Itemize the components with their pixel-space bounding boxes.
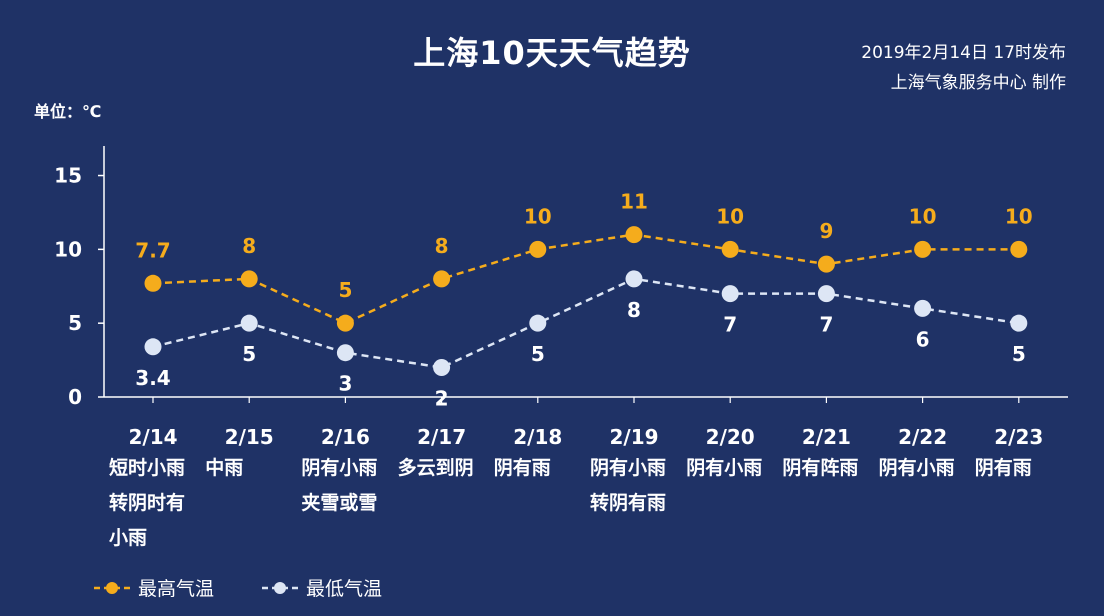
legend-item-low: 最低气温 <box>260 574 382 601</box>
data-label-high: 9 <box>819 219 833 243</box>
data-point-low <box>1010 314 1028 332</box>
data-label-low: 2 <box>435 386 449 410</box>
legend-high-label: 最高气温 <box>138 578 215 600</box>
x-tick-label-weather: 阴有雨 <box>494 456 551 479</box>
x-tick-label-weather: 阴有小雨 <box>590 456 666 479</box>
data-label-high: 10 <box>716 204 744 228</box>
data-point-low <box>625 270 643 288</box>
x-tick-label-weather: 转阴有雨 <box>590 491 666 514</box>
data-label-low: 6 <box>916 327 930 351</box>
data-point-high <box>240 270 258 288</box>
data-label-low: 3 <box>338 372 352 396</box>
data-point-high <box>433 270 451 288</box>
data-point-high <box>1010 240 1028 258</box>
x-tick-label-date: 2/19 <box>609 425 658 449</box>
x-tick-label-date: 2/17 <box>417 425 466 449</box>
data-point-high <box>721 240 739 258</box>
x-tick-label-date: 2/16 <box>321 425 370 449</box>
x-tick-label-weather: 阴有小雨 <box>301 456 377 479</box>
x-tick-label-weather: 转阴时有 <box>109 491 185 514</box>
data-label-high: 10 <box>524 204 552 228</box>
x-tick-label-weather: 小雨 <box>109 527 147 549</box>
y-tick-label: 5 <box>68 311 82 335</box>
x-tick-label-weather: 阴有阵雨 <box>782 456 858 479</box>
data-point-high <box>529 240 547 258</box>
data-point-low <box>240 314 258 332</box>
series-line-low <box>152 277 1019 369</box>
data-point-low <box>817 285 835 303</box>
x-tick-label-date: 2/15 <box>225 425 274 449</box>
x-tick-label-weather: 夹雪或雪 <box>301 491 377 514</box>
x-tick-label-date: 2/23 <box>994 425 1043 449</box>
unit-label: 单位：℃ <box>34 102 102 121</box>
data-point-low <box>721 285 739 303</box>
producer: 上海气象服务中心 制作 <box>890 73 1066 93</box>
legend-low-label: 最低气温 <box>306 578 383 600</box>
x-tick-label-weather: 阴有小雨 <box>879 456 955 479</box>
y-tick-label: 0 <box>68 385 82 409</box>
legend-low-marker-icon <box>262 581 299 594</box>
series-line-high <box>152 233 1019 325</box>
x-tick-label-date: 2/20 <box>706 425 755 449</box>
y-tick-label: 15 <box>54 164 82 188</box>
y-tick-label: 10 <box>54 237 82 261</box>
x-tick-label-date: 2/14 <box>128 425 177 449</box>
x-tick-label-date: 2/21 <box>802 425 851 449</box>
data-label-high: 8 <box>435 234 449 258</box>
data-label-low: 7 <box>819 313 833 337</box>
x-tick-label-date: 2/18 <box>513 425 562 449</box>
x-tick-label-weather: 阴有雨 <box>975 456 1032 479</box>
data-label-high: 11 <box>620 190 648 214</box>
x-tick-label-weather: 中雨 <box>205 456 243 479</box>
publish-info: 2019年2月14日 17时发布 上海气象服务中心 制作 <box>861 38 1066 98</box>
data-label-low: 5 <box>531 342 545 366</box>
data-point-high <box>625 226 643 244</box>
data-label-high: 7.7 <box>135 238 170 262</box>
data-point-low <box>529 314 547 332</box>
data-label-high: 10 <box>909 204 937 228</box>
publish-time: 2019年2月14日 17时发布 <box>861 43 1066 63</box>
legend: 最高气温 最低气温 <box>92 574 428 601</box>
x-tick-label-weather: 多云到阴 <box>398 456 474 479</box>
data-point-high <box>144 274 162 292</box>
x-tick-label-date: 2/22 <box>898 425 947 449</box>
data-point-low <box>914 299 932 317</box>
data-label-low: 8 <box>627 298 641 322</box>
data-point-high <box>817 255 835 273</box>
data-point-high <box>336 314 354 332</box>
data-label-low: 7 <box>723 313 737 337</box>
data-label-high: 10 <box>1005 204 1033 228</box>
x-tick-label-weather: 阴有小雨 <box>686 456 762 479</box>
data-label-low: 5 <box>1012 342 1026 366</box>
data-label-high: 5 <box>338 278 352 302</box>
data-point-low <box>433 358 451 376</box>
page-title: 上海10天天气趋势 <box>413 34 691 72</box>
data-point-high <box>914 240 932 258</box>
data-label-low: 5 <box>242 342 256 366</box>
data-label-low: 3.4 <box>135 366 170 390</box>
data-point-low <box>144 338 162 356</box>
legend-item-high: 最高气温 <box>92 574 214 601</box>
data-label-high: 8 <box>242 234 256 258</box>
data-point-low <box>336 344 354 362</box>
x-tick-label-weather: 短时小雨 <box>109 456 185 479</box>
legend-high-marker-icon <box>94 581 130 594</box>
